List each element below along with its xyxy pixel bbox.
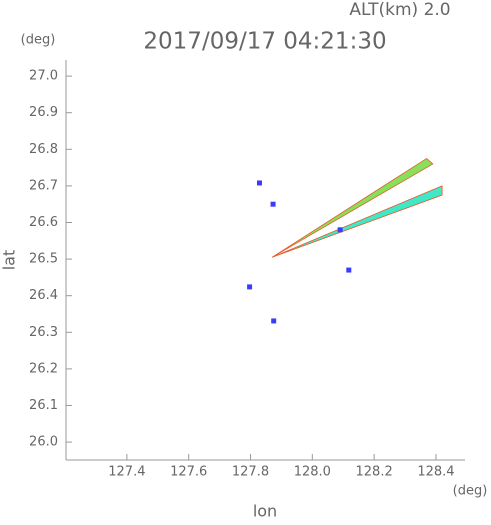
y-unit: (deg) (21, 33, 56, 48)
echo-point (270, 201, 276, 207)
x-tick-label: 127.4 (108, 465, 145, 480)
y-axis-label: lat (0, 250, 19, 271)
x-unit: (deg) (453, 484, 488, 499)
y-tick-label: 26.4 (29, 288, 58, 303)
x-tick-label: 128.4 (417, 465, 454, 480)
y-tick-label: 26.6 (29, 215, 58, 230)
y-tick-label: 26.0 (29, 435, 58, 450)
y-tick-label: 26.1 (29, 398, 58, 413)
y-tick-label: 26.9 (29, 105, 58, 120)
echo-area (271, 185, 443, 258)
y-tick-label: 26.8 (29, 142, 58, 157)
y-tick-label: 26.7 (29, 178, 58, 193)
subtitle: ALT(km) 2.0 (349, 0, 450, 20)
echo-point (346, 267, 352, 273)
y-tick-label: 27.0 (29, 69, 58, 84)
y-tick-label: 26.5 (29, 252, 58, 267)
x-tick-label: 127.8 (232, 465, 269, 480)
x-tick-label: 128.2 (356, 465, 393, 480)
x-axis-label: lon (253, 502, 277, 521)
echo-point (337, 227, 343, 233)
echo-point (256, 180, 262, 186)
y-tick-label: 26.3 (29, 325, 58, 340)
x-tick-label: 128.0 (294, 465, 331, 480)
echo-area (271, 157, 434, 258)
y-tick-label: 26.2 (29, 361, 58, 376)
chart-title: 2017/09/17 04:21:30 (143, 29, 386, 55)
x-tick-label: 127.6 (170, 465, 207, 480)
echo-point (271, 318, 277, 324)
echo-point (247, 284, 253, 290)
